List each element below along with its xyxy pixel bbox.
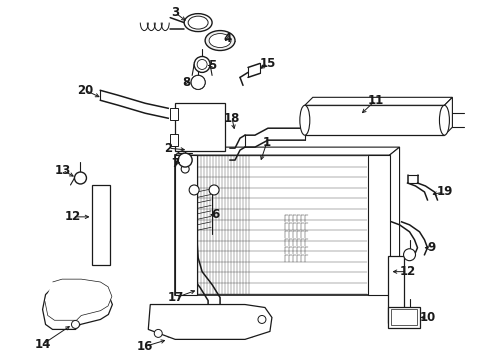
Bar — [368, 155, 390, 294]
Polygon shape — [175, 147, 399, 155]
Text: 11: 11 — [368, 94, 384, 107]
Circle shape — [178, 153, 192, 167]
Text: 12: 12 — [64, 210, 81, 223]
Text: 14: 14 — [34, 338, 51, 351]
Text: 17: 17 — [168, 291, 184, 304]
Text: 9: 9 — [427, 241, 436, 254]
Circle shape — [194, 57, 210, 72]
Polygon shape — [45, 279, 112, 320]
Bar — [305, 105, 444, 135]
Polygon shape — [148, 305, 272, 339]
Circle shape — [404, 249, 416, 261]
Text: 16: 16 — [137, 340, 153, 353]
Text: 10: 10 — [419, 311, 436, 324]
Polygon shape — [390, 147, 399, 294]
Bar — [175, 155, 390, 294]
Text: 20: 20 — [77, 84, 94, 97]
Circle shape — [74, 172, 86, 184]
Polygon shape — [43, 287, 112, 329]
Text: 18: 18 — [224, 112, 240, 125]
Text: 7: 7 — [171, 157, 179, 170]
Bar — [388, 306, 419, 328]
Text: 15: 15 — [260, 57, 276, 70]
Circle shape — [154, 329, 162, 337]
Ellipse shape — [300, 105, 310, 135]
Text: 12: 12 — [399, 265, 416, 278]
Ellipse shape — [209, 33, 231, 48]
Bar — [175, 155, 197, 294]
Text: 8: 8 — [182, 76, 190, 89]
Bar — [388, 256, 404, 323]
Text: 13: 13 — [54, 163, 71, 176]
Polygon shape — [305, 97, 452, 105]
Circle shape — [197, 59, 207, 69]
Bar — [175, 103, 225, 151]
Ellipse shape — [440, 105, 449, 135]
Text: 1: 1 — [263, 136, 271, 149]
Text: 2: 2 — [164, 141, 172, 155]
Circle shape — [181, 165, 189, 173]
Ellipse shape — [205, 31, 235, 50]
Bar — [170, 134, 178, 146]
Circle shape — [189, 185, 199, 195]
Ellipse shape — [191, 75, 205, 89]
Bar — [170, 108, 178, 120]
Text: 4: 4 — [224, 32, 232, 45]
Ellipse shape — [188, 16, 208, 29]
Bar — [391, 310, 416, 325]
Circle shape — [258, 315, 266, 323]
Ellipse shape — [184, 14, 212, 32]
Text: 3: 3 — [171, 6, 179, 19]
Text: 5: 5 — [208, 59, 216, 72]
Circle shape — [191, 75, 205, 89]
Text: 6: 6 — [211, 208, 219, 221]
Circle shape — [209, 185, 219, 195]
Text: 19: 19 — [436, 185, 453, 198]
Polygon shape — [444, 97, 452, 135]
Bar — [93, 185, 110, 265]
Circle shape — [72, 320, 79, 328]
